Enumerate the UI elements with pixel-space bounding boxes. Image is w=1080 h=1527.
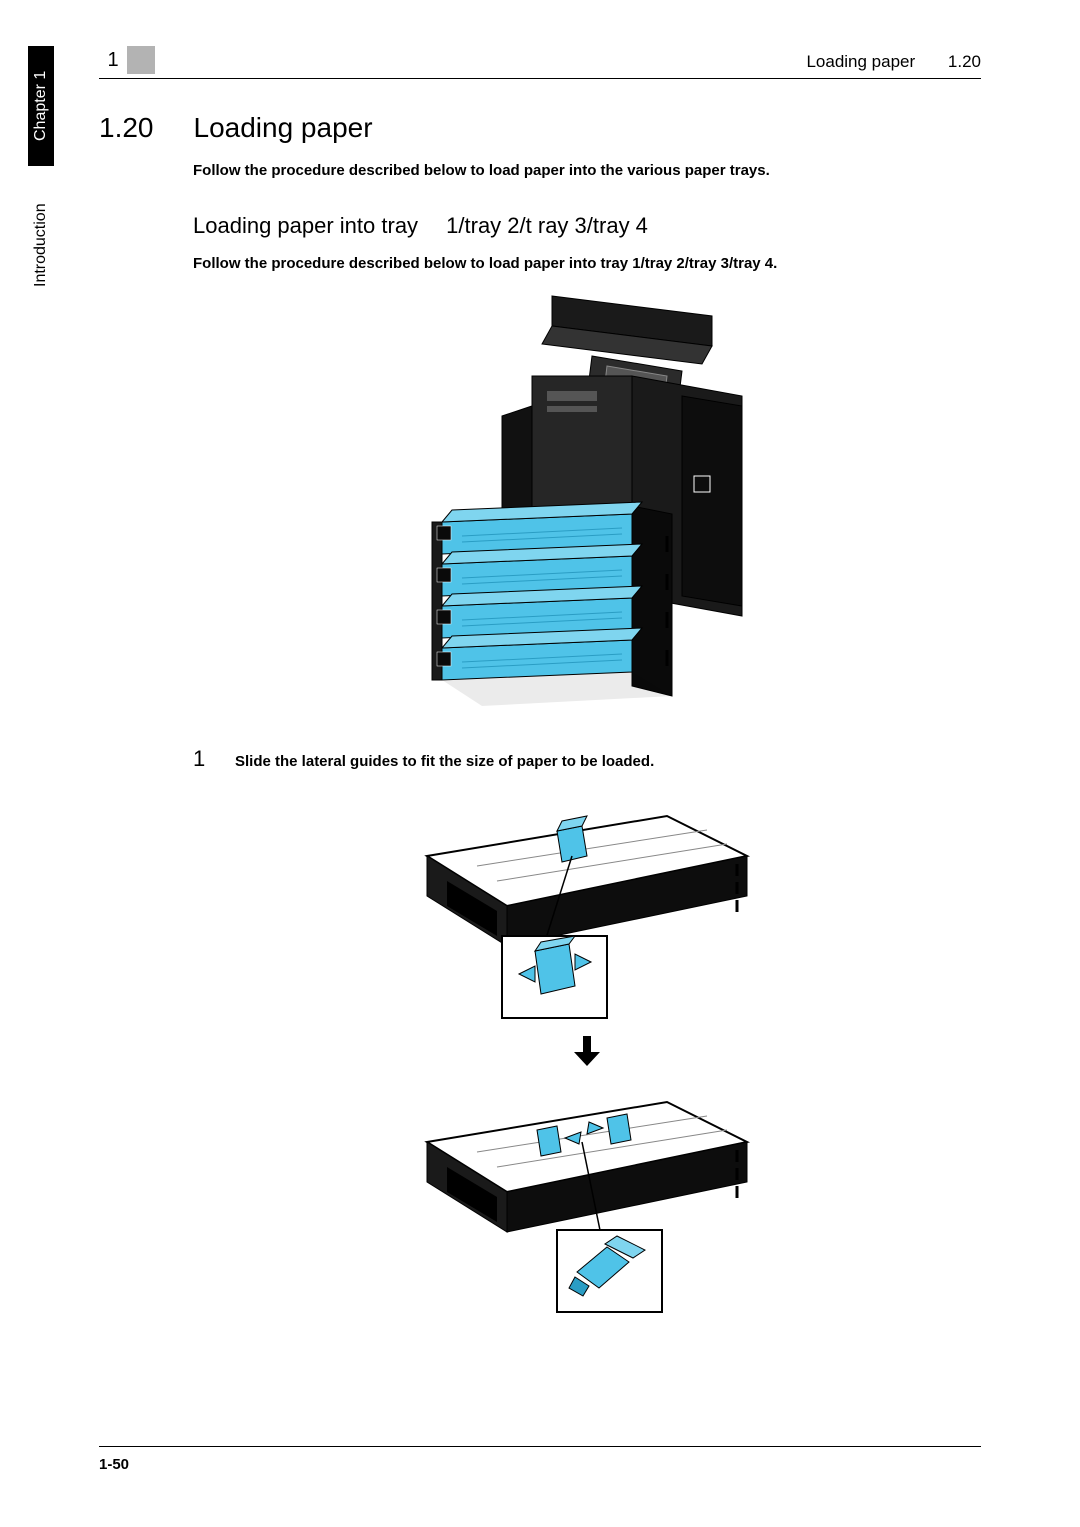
heading-number: 1.20 [99,112,154,144]
step-number: 1 [193,746,213,772]
section-marker-number: 1 [99,46,127,74]
page-number: 1-50 [99,1456,129,1473]
section-intro: Follow the procedure described below to … [193,162,981,179]
subsection-intro: Follow the procedure described below to … [193,255,981,272]
running-header-section: 1.20 [948,52,981,71]
open-trays [432,502,642,680]
page: Chapter 1 Introduction 1 Loading paper 1… [0,0,1080,1527]
content: 1.20 Loading paper Follow the procedure … [99,112,981,1322]
heading-title: Loading paper [194,112,373,144]
figure-tray-after [193,1072,981,1322]
down-arrow-icon [193,1036,981,1066]
rule-bottom [99,1446,981,1447]
tray-after-illustration [407,1072,767,1322]
step-row: 1 Slide the lateral guides to fit the si… [193,746,981,772]
rule-top [99,78,981,79]
figure-printer [193,286,981,726]
subsection-title: Loading paper into tray 1/tray 2/t ray 3… [193,213,981,239]
body: Follow the procedure described below to … [193,162,981,1322]
running-header: Loading paper 1.20 [806,52,981,72]
printer-illustration [382,286,792,726]
side-tab-introduction: Introduction [28,180,54,310]
heading-row: 1.20 Loading paper [99,112,981,144]
step-text: Slide the lateral guides to fit the size… [235,753,654,770]
side-tab-chapter: Chapter 1 [28,46,54,166]
section-marker: 1 [99,46,155,74]
tray-before-illustration [407,786,767,1026]
running-header-title: Loading paper [806,52,915,71]
section-marker-shade [127,46,155,74]
figure-tray-before [193,786,981,1026]
